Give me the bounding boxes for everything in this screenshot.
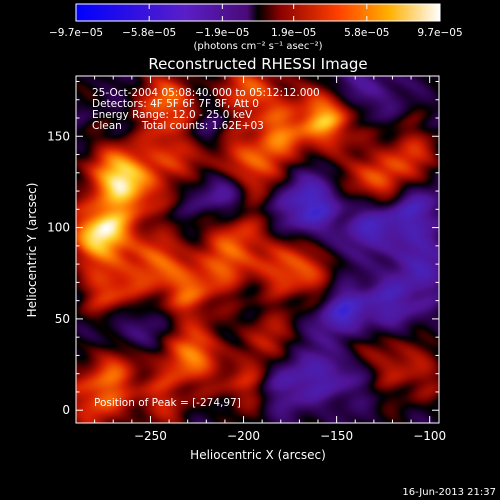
plot-frame xyxy=(75,75,440,424)
y-tick-label: 0 xyxy=(62,403,70,417)
colorbar-tick-label: 5.8e−05 xyxy=(344,27,389,39)
colorbar-frame xyxy=(75,3,441,22)
colorbar-unit-label: (photons cm⁻² s⁻¹ asec⁻²) xyxy=(193,41,322,52)
x-tick-label: −150 xyxy=(320,429,353,443)
x-axis-label: Heliocentric X (arcsec) xyxy=(190,448,326,462)
colorbar-tick-label: 9.7e−05 xyxy=(417,27,462,39)
render-timestamp: 16-Jun-2013 21:37 xyxy=(402,487,496,498)
y-axis-ticks: 0 50 100 150 xyxy=(47,80,439,417)
annotation-detectors: Detectors: 4F 5F 6F 7F 8F, Att 0 xyxy=(92,98,259,110)
x-axis-ticks: −250 −200 −150 −100 xyxy=(94,76,446,443)
annotation-time-range: 25-Oct-2004 05:08:40.000 to 05:12:12.000 xyxy=(92,87,320,99)
colorbar-tick-label: −5.8e−05 xyxy=(122,27,176,39)
colorbar-ticks xyxy=(75,4,441,21)
y-tick-label: 50 xyxy=(55,312,70,326)
x-tick-label: −200 xyxy=(227,429,260,443)
colorbar-tick-labels: −9.7e−05 −5.8e−05 −1.9e−05 1.9e−05 5.8e−05 9.… xyxy=(49,27,463,39)
colorbar-tick-label: 1.9e−05 xyxy=(271,27,316,39)
annotation-energy: Energy Range: 12.0 - 25.0 keV xyxy=(92,109,253,121)
annotation-clean: Clean Total counts: 1.62E+03 xyxy=(92,120,264,132)
colorbar-tick-label: −1.9e−05 xyxy=(195,27,249,39)
colorbar xyxy=(76,4,440,21)
image-area xyxy=(76,76,439,423)
y-tick-label: 150 xyxy=(47,129,70,143)
heatmap-image xyxy=(76,76,439,423)
y-tick-label: 100 xyxy=(47,221,70,235)
x-tick-label: −250 xyxy=(134,429,167,443)
x-tick-label: −100 xyxy=(413,429,446,443)
y-axis-label: Heliocentric Y (arcsec) xyxy=(25,183,39,318)
annotation-peak-position: Position of Peak = [-274,97] xyxy=(94,397,241,409)
colorbar-tick-label: −9.7e−05 xyxy=(49,27,103,39)
chart-title: Reconstructed RHESSI Image xyxy=(148,55,367,73)
